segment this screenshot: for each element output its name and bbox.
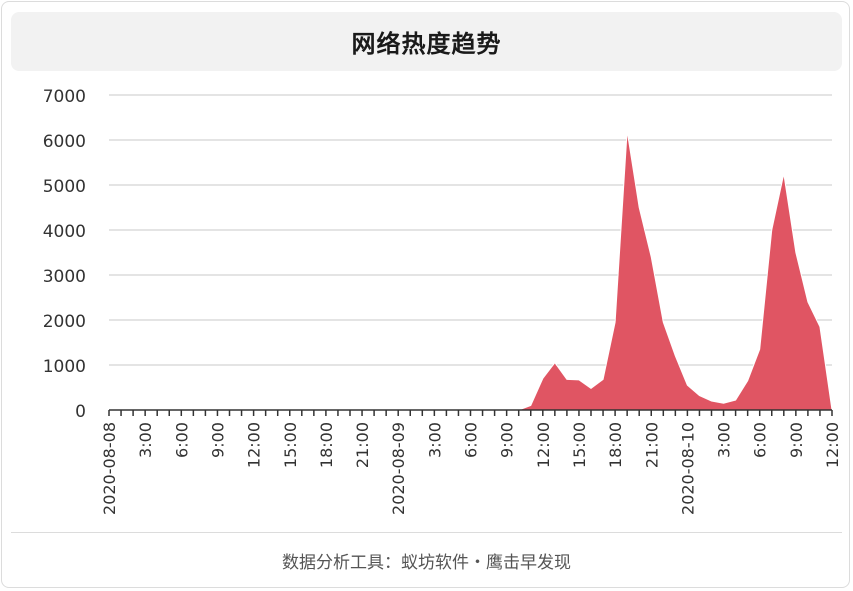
y-tick-label: 6000 — [43, 132, 86, 152]
y-tick-label: 5000 — [43, 177, 86, 197]
y-axis-labels: 0 1000 2000 3000 4000 5000 6000 7000 — [43, 87, 86, 422]
x-tick-label: 2020-08-08 — [100, 422, 119, 515]
x-tick-label: 2020-08-10 — [678, 422, 697, 515]
y-tick-label: 7000 — [43, 87, 86, 107]
x-tick-label: 9:00 — [787, 422, 806, 458]
y-tick-label: 4000 — [43, 222, 86, 242]
grid-lines — [109, 94, 832, 366]
x-tick-label: 3:00 — [715, 422, 734, 458]
y-tick-label: 0 — [75, 402, 86, 422]
x-tick-label: 6:00 — [172, 422, 191, 458]
x-tick-label: 6:00 — [462, 422, 481, 458]
x-tick-label: 9:00 — [498, 422, 517, 458]
x-tick-label: 15:00 — [281, 422, 300, 468]
x-tick-label: 2020-08-09 — [389, 422, 408, 515]
x-tick-label: 21:00 — [353, 422, 372, 468]
x-tick-label: 12:00 — [823, 422, 842, 468]
x-tick-label: 12:00 — [245, 422, 264, 468]
x-tick-label: 3:00 — [136, 422, 155, 458]
y-tick-label: 1000 — [43, 357, 86, 377]
series-area — [109, 130, 833, 411]
x-tick-label: 6:00 — [751, 422, 770, 458]
x-tick-label: 15:00 — [570, 422, 589, 468]
series-area-fill — [109, 130, 833, 411]
x-axis — [108, 409, 833, 416]
x-tick-label: 18:00 — [606, 422, 625, 468]
y-tick-label: 3000 — [43, 267, 86, 287]
x-tick-label: 21:00 — [642, 422, 661, 468]
x-axis-labels: 2020-08-08 3:00 6:00 9:00 12:00 15:00 18:00 21:… — [100, 422, 842, 515]
title-bar: 网络热度趋势 — [11, 12, 842, 71]
x-tick-label: 3:00 — [425, 422, 444, 458]
y-tick-label: 2000 — [43, 312, 86, 332]
x-tick-label: 9:00 — [208, 422, 227, 458]
chart-title: 网络热度趋势 — [351, 30, 502, 58]
x-tick-label: 12:00 — [534, 422, 553, 468]
footer-source: 数据分析工具：蚁坊软件・鹰击早发现 — [282, 553, 571, 573]
footer-divider — [11, 532, 842, 533]
x-tick-label: 18:00 — [317, 422, 336, 468]
